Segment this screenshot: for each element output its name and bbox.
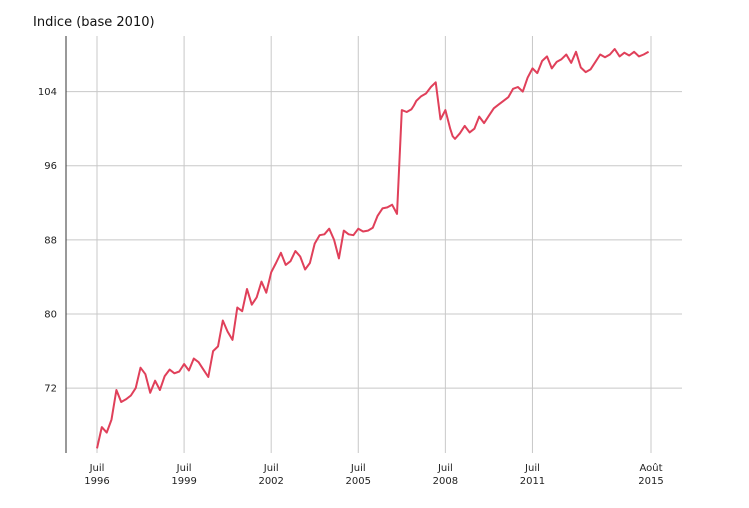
x-tick-month-label: Juil: [176, 463, 192, 474]
x-tick-year-label: 2005: [346, 476, 371, 487]
y-tick-label: 104: [38, 87, 57, 98]
x-tick-year-label: 2011: [520, 476, 545, 487]
series-line-0: [96, 48, 650, 449]
chart-title: Indice (base 2010): [33, 15, 155, 30]
x-tick-month-label: Juil: [263, 463, 279, 474]
series-layer: [96, 48, 650, 449]
x-tick-year-label: 2002: [258, 476, 283, 487]
x-tick-year-label: 1999: [171, 476, 196, 487]
x-axis-ticks: Juil 1996 Juil 1999 Juil 2002 Juil 2005 Juil 2008…: [84, 462, 663, 487]
x-tick-month-label: Juil: [437, 463, 453, 474]
x-tick-year-label: 2008: [433, 476, 458, 487]
x-tick-month-label: Juil: [89, 463, 105, 474]
y-tick-label: 80: [44, 310, 57, 321]
x-tick-year-label: 1996: [84, 476, 109, 487]
y-tick-label: 72: [44, 384, 57, 395]
x-tick-month-label: Août: [639, 462, 662, 474]
y-axis-ticks: 72 80 88 96 104: [38, 87, 57, 395]
y-tick-label: 96: [44, 161, 57, 172]
y-tick-label: 88: [44, 235, 57, 246]
x-tick-month-label: Juil: [350, 463, 366, 474]
gridlines: [66, 36, 682, 453]
x-tick-year-label: 2015: [638, 476, 663, 487]
x-tick-month-label: Juil: [524, 463, 540, 474]
